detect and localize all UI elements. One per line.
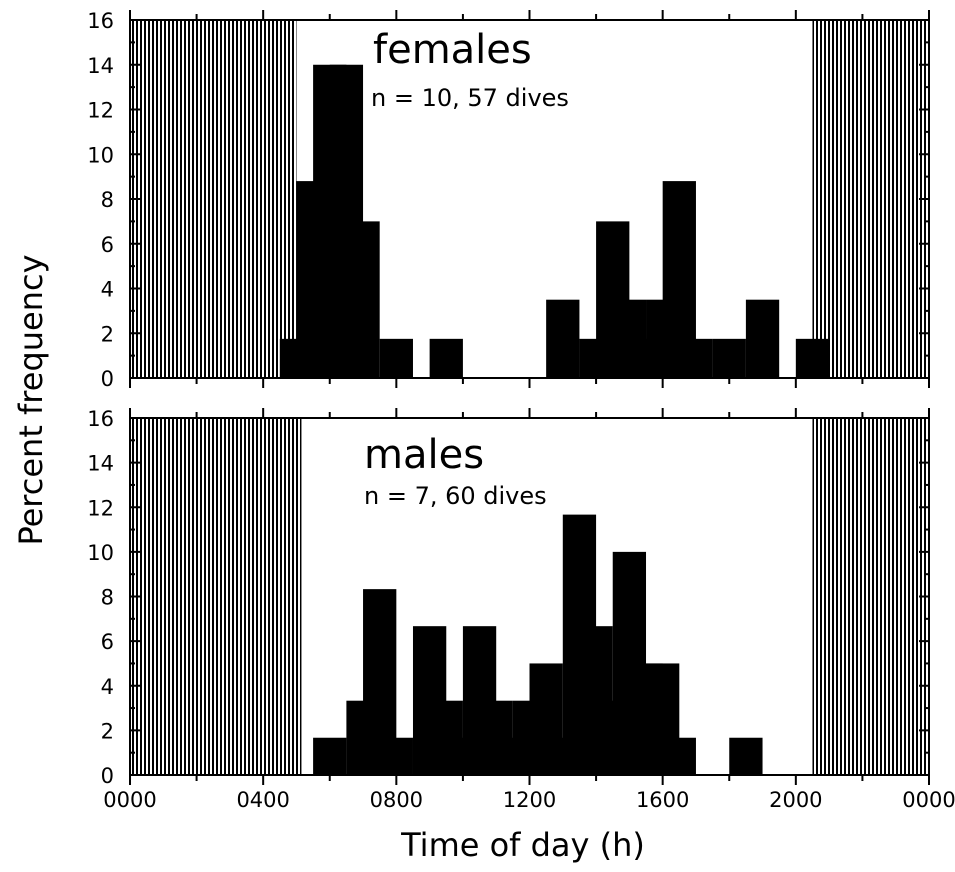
panel-title-males: males xyxy=(364,432,484,478)
y-tick-label: 2 xyxy=(101,322,114,346)
males-panel: males n = 7, 60 dives 0 2 4 6 8 10 12 14 16 xyxy=(87,407,930,788)
y-tick-label: 6 xyxy=(101,630,114,654)
histogram-bar xyxy=(313,737,347,775)
histogram-bar xyxy=(745,299,780,378)
histogram-bar xyxy=(546,299,580,378)
x-tick-label: 0000 xyxy=(103,788,156,812)
histogram-bar xyxy=(712,338,746,378)
y-tick-label: 14 xyxy=(87,54,114,78)
histogram-bar xyxy=(379,338,413,378)
y-tick-label: 14 xyxy=(87,452,114,476)
x-tick-label: 1200 xyxy=(503,788,556,812)
x-axis-title: Time of day (h) xyxy=(400,826,645,864)
y-tick-label: 2 xyxy=(101,719,114,743)
x-tick-label: 0400 xyxy=(236,788,289,812)
y-axis-title: Percent frequency xyxy=(12,254,50,545)
x-tick-label: 2000 xyxy=(769,788,822,812)
histogram-bar xyxy=(662,737,696,775)
histogram-bar xyxy=(795,338,830,378)
y-tick-label: 4 xyxy=(101,278,114,302)
histogram-bar xyxy=(429,338,463,378)
x-tick-label: 0000 xyxy=(902,788,955,812)
y-tick-label: 4 xyxy=(101,675,114,699)
night-shading xyxy=(812,20,929,378)
panel-subtitle-males: n = 7, 60 dives xyxy=(364,482,547,510)
night-shading xyxy=(130,20,297,378)
y-tick-label: 16 xyxy=(87,9,114,33)
y-tick-label: 6 xyxy=(101,233,114,257)
histogram-bar xyxy=(379,737,413,775)
y-tick-label: 10 xyxy=(87,143,114,167)
y-tick-label: 12 xyxy=(87,99,114,123)
y-tick-label: 10 xyxy=(87,541,114,565)
y-tick-label: 0 xyxy=(101,367,114,391)
y-tick-label: 8 xyxy=(101,188,114,212)
x-tick-label: 0800 xyxy=(370,788,423,812)
panel-title-females: females xyxy=(373,27,532,73)
night-shading xyxy=(812,418,929,775)
females-panel: females n = 10, 57 dives 0 2 4 6 8 10 12 14 16 xyxy=(87,9,930,391)
histogram-bar xyxy=(346,221,380,378)
y-tick-label: 12 xyxy=(87,496,114,520)
night-shading xyxy=(130,418,302,775)
panel-subtitle-females: n = 10, 57 dives xyxy=(371,84,569,112)
y-tick-label: 16 xyxy=(87,407,114,431)
histogram-bar xyxy=(679,338,713,378)
x-tick-label: 1600 xyxy=(636,788,689,812)
histogram-bar xyxy=(729,737,763,775)
y-tick-label: 8 xyxy=(101,586,114,610)
y-tick-label: 0 xyxy=(101,764,114,788)
